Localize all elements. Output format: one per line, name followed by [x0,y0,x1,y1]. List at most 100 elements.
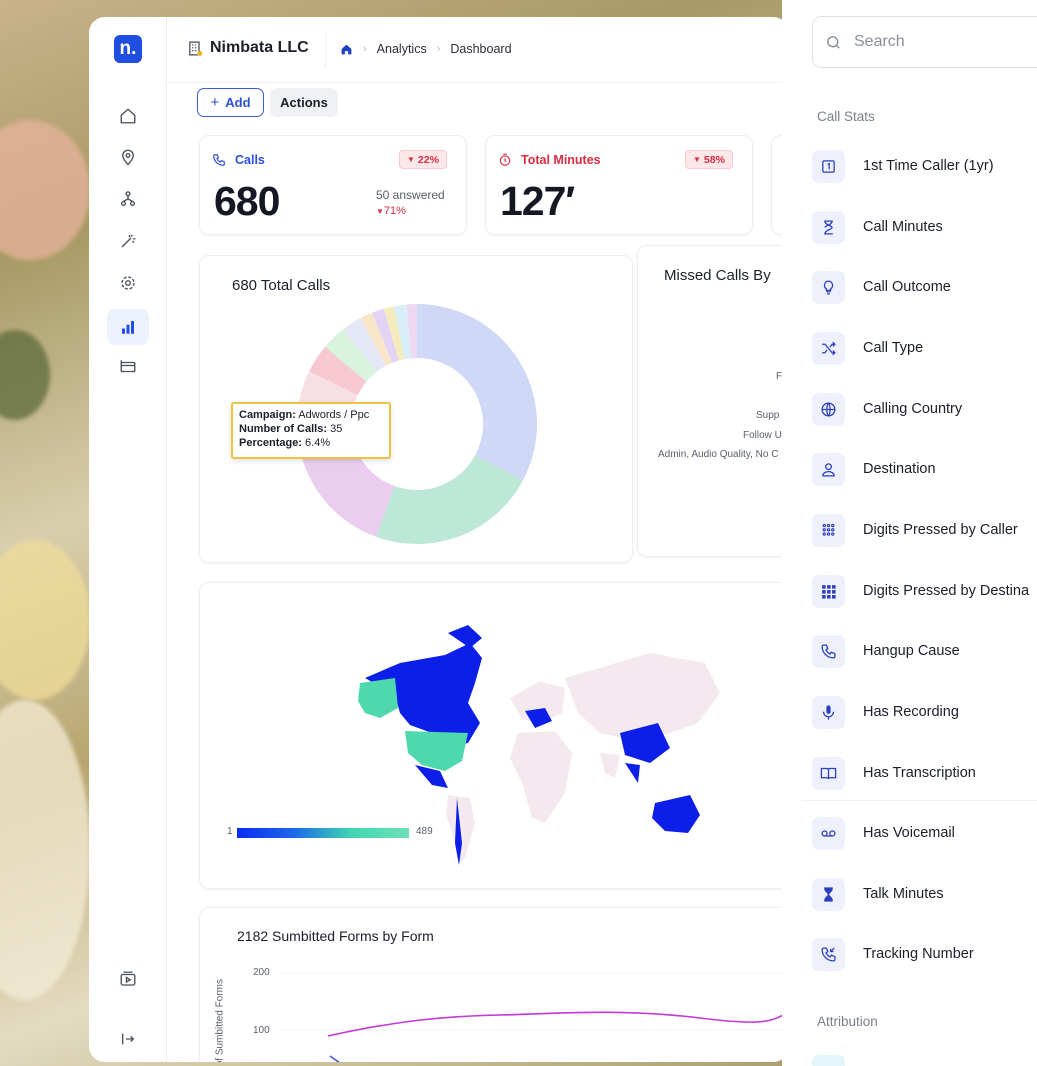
donut-slice[interactable] [360,312,393,366]
organization-switcher[interactable]: Nimbata LLC [187,39,309,57]
home-icon[interactable] [116,104,140,128]
location-pin-icon[interactable] [116,145,140,169]
calls-stat-card[interactable]: Calls ▼ 22% 680 50 answered ▼71% [199,135,467,235]
map-country-europe-highlight[interactable] [525,708,552,728]
map-country-usa[interactable] [405,731,468,771]
missed-category-label: F [776,371,783,382]
map-country-alaska[interactable] [358,678,398,718]
donut-slice[interactable] [372,308,399,363]
stopwatch-icon [499,153,511,166]
map-country-russia-asia[interactable] [565,653,720,741]
donut-slice[interactable] [375,454,523,544]
filter-item-label: Digits Pressed by Destina [863,583,1030,599]
plus-icon: + [210,94,220,111]
filter-item[interactable]: Digits Pressed by Destina [812,573,1029,609]
total-minutes-value: 127′ [500,178,575,224]
tooltip-calls-value: 35 [330,423,343,435]
attribution-item-icon[interactable] [812,1055,845,1066]
phone-icon [812,634,845,668]
map-country-africa[interactable] [510,731,572,823]
home-filled-icon[interactable] [340,43,353,56]
collapse-sidebar-icon[interactable] [116,1027,140,1051]
map-country-chile[interactable] [455,798,462,865]
background-leaf [0,330,50,420]
filter-item[interactable]: Call Outcome [812,269,951,305]
filter-item-label: Call Type [863,340,924,356]
actions-button[interactable]: Actions [270,88,338,117]
donut-title: 680 Total Calls [232,277,331,294]
map-country-southeast-asia[interactable] [625,763,640,783]
breadcrumb-dashboard[interactable]: Dashboard [450,42,512,56]
filter-item-label: Has Recording [863,704,959,720]
total-minutes-label-text: Total Minutes [521,153,601,167]
map-country-india[interactable] [600,753,620,778]
map-country-europe[interactable] [510,681,565,723]
total-calls-donut-card: 680 Total Calls [199,255,633,563]
hierarchy-icon[interactable] [116,187,140,211]
donut-slice[interactable] [343,318,387,372]
gear-icon[interactable] [116,271,140,295]
analytics-dashboard-window: n. Nimbata LLC › Analytics [89,17,789,1062]
filter-item[interactable]: Hangup Cause [812,633,960,669]
filter-item-label: Call Minutes [863,219,943,235]
nimbata-logo[interactable]: n. [114,35,142,63]
forms-series-line [327,1011,789,1037]
donut-slice[interactable] [383,306,405,361]
donut-slice[interactable] [417,304,537,481]
map-country-greenland[interactable] [448,625,482,648]
video-tutorial-icon[interactable] [116,967,140,991]
list-divider [802,800,1037,801]
chevron-right-icon: › [363,43,367,55]
topbar-divider [325,31,326,69]
filter-item[interactable]: Has Transcription [812,755,976,791]
filter-item[interactable]: Call Type [812,330,923,366]
forms-series-line-secondary [329,1055,340,1062]
add-button[interactable]: + Add [197,88,264,117]
calls-count: 680 [214,178,280,224]
filter-item[interactable]: Has Voicemail [812,815,955,851]
missed-category-label: Supp [756,410,780,421]
map-country-china[interactable] [620,723,670,763]
filter-item[interactable]: Destination [812,451,936,487]
forms-y-tick: 100 [253,1025,270,1036]
filters-panel: Search Call Stats 1st Time Caller (1yr) … [782,0,1037,1066]
triangle-down-icon: ▼ [693,155,701,164]
map-country-mexico[interactable] [415,765,448,788]
missed-category-label: Follow U [743,430,782,441]
donut-slice[interactable] [299,437,395,537]
filter-item[interactable]: Digits Pressed by Caller [812,512,1018,548]
filter-item-label: Calling Country [863,401,963,417]
filter-item[interactable]: Tracking Number [812,936,974,972]
filter-item-label: Has Transcription [863,765,976,781]
calls-change-badge: ▼ 22% [399,150,447,169]
world-map[interactable] [200,583,789,890]
magic-wand-icon[interactable] [116,229,140,253]
voicemail-icon [812,816,845,850]
total-minutes-stat-card[interactable]: Total Minutes ▼ 58% 127′ [485,135,753,235]
nav-rail: n. [89,17,167,1062]
filter-item[interactable]: 1st Time Caller (1yr) [812,148,994,184]
analytics-bars-icon[interactable] [107,309,149,345]
bulb-icon [812,270,845,304]
hourglass-icon [812,210,845,244]
filter-item[interactable]: Calling Country [812,391,962,427]
filter-item-label: Has Voicemail [863,825,955,841]
filter-item[interactable]: Has Recording [812,694,959,730]
search-box[interactable]: Search [812,16,1037,68]
filter-item-label: Digits Pressed by Caller [863,522,1018,538]
breadcrumb-analytics[interactable]: Analytics [376,42,427,56]
building-icon [189,40,203,56]
section-title-attribution: Attribution [817,1014,878,1029]
billing-card-icon[interactable] [116,355,140,379]
map-country-canada[interactable] [365,643,482,748]
donut-slice[interactable] [325,329,377,382]
forms-line-chart[interactable] [200,908,789,1062]
donut-slice[interactable] [309,346,367,396]
forms-chart-title: 2182 Sumbitted Forms by Form [237,928,434,944]
filter-item[interactable]: Talk Minutes [812,876,944,912]
donut-slice[interactable] [406,304,417,359]
map-country-australia[interactable] [652,795,700,833]
filter-item[interactable]: Call Minutes [812,209,943,245]
donut-slice[interactable] [394,304,412,360]
missed-calls-card: Missed Calls By F Supp Follow U Admin, A… [637,245,789,557]
